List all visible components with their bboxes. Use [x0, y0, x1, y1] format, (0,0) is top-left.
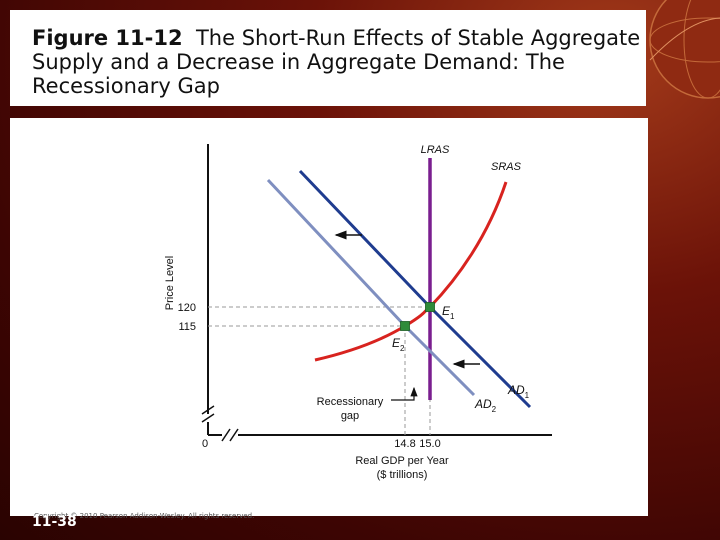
- x-axis-units: ($ trillions): [377, 469, 428, 481]
- gap-label-line2: gap: [341, 410, 359, 422]
- slide-number: 11-38: [32, 514, 77, 530]
- gap-label-line1: Recessionary: [317, 396, 384, 408]
- e1-label: E1: [442, 304, 455, 321]
- title-box: Figure 11-12 The Short-Run Effects of St…: [10, 10, 646, 106]
- ad1-label-main: AD: [507, 383, 525, 397]
- figure-number: Figure 11-12: [32, 26, 183, 50]
- figure-title: The Short-Run Effects of Stable Aggregat…: [32, 26, 641, 98]
- lras-label: LRAS: [421, 144, 450, 156]
- ad2-label-sub: 2: [492, 405, 497, 414]
- y-axis-title: Price Level: [164, 256, 176, 310]
- e1-label-main: E: [442, 304, 451, 318]
- guide-lines: [208, 306, 431, 435]
- x-tick-14-8: 14.8: [394, 438, 415, 450]
- ad1-label-sub: 1: [525, 391, 530, 400]
- ad2-curve: [266, 178, 476, 397]
- sras-label: SRAS: [491, 161, 522, 173]
- ad2-label: AD2: [474, 397, 497, 414]
- e2-label: E2: [392, 336, 405, 353]
- e2-label-main: E: [392, 336, 401, 350]
- x-axis-break: [221, 428, 239, 442]
- equilibrium-point-2: [400, 321, 410, 331]
- globe-decoration: [648, 0, 720, 110]
- x-tick-15-0: 15.0: [419, 438, 440, 450]
- slide-title: Figure 11-12 The Short-Run Effects of St…: [32, 26, 652, 98]
- origin-label: 0: [202, 438, 208, 450]
- copyright-notice: Copyright © 2010 Pearson Addison-Wesley.…: [34, 512, 255, 520]
- ad1-label: AD1: [507, 383, 530, 400]
- chart-panel: 120 115 14.8 15.0 0 Real GDP per Year ($…: [10, 118, 648, 516]
- equilibrium-points: [400, 302, 435, 331]
- x-axis-title: Real GDP per Year: [355, 455, 449, 467]
- e1-label-sub: 1: [450, 312, 455, 321]
- e2-label-sub: 2: [400, 344, 405, 353]
- ad2-label-main: AD: [474, 397, 492, 411]
- y-tick-115: 115: [178, 321, 196, 333]
- gap-pointer: [391, 386, 418, 401]
- y-axis-break: [201, 405, 215, 423]
- y-tick-120: 120: [178, 302, 196, 314]
- equilibrium-point-1: [425, 302, 435, 312]
- chart: 120 115 14.8 15.0 0 Real GDP per Year ($…: [164, 144, 552, 481]
